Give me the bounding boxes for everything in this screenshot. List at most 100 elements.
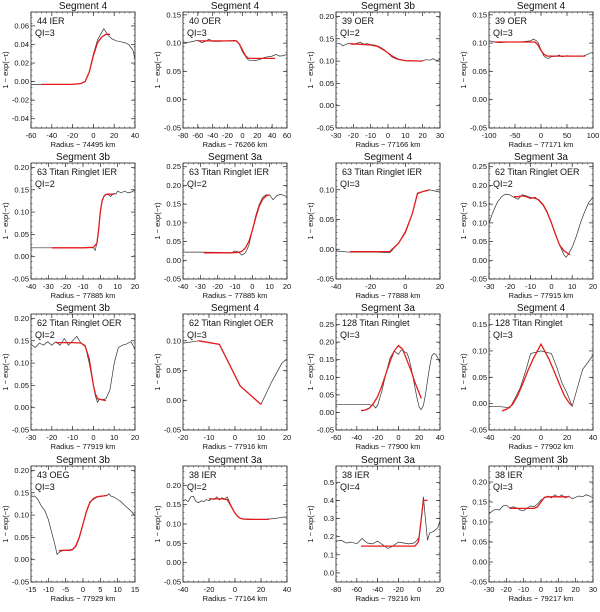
panel-15: Segment 3a -80 -60 -40 -20 0 20 0.0 0.1 0.2 0.3 0.4… [306,455,444,603]
y-tick-label: 0.05 [166,67,181,76]
feature-label: 128 Titan Ringlet [342,318,410,328]
y-tick-label: 0.20 [472,181,487,190]
x-tick-label: -10 [78,282,89,291]
y-axis-label: 1 − exp(−τ) [306,202,315,240]
x-axis-label: Radius − 77164 km [203,594,268,603]
x-tick-label: 100 [587,131,600,140]
y-tick-label: -0.05 [470,275,487,284]
data-line [31,189,135,252]
x-tick-label: -30 [26,433,37,442]
feature-label: 63 Titan Ringlet IER [342,167,423,177]
y-axis-label: 1 − exp(−τ) [1,505,10,543]
x-tick-label: -20 [178,433,189,442]
fit-line [361,499,428,547]
x-tick-label: 0 [403,282,407,291]
x-tick-label: -40 [331,282,342,291]
y-tick-label: 0.15 [166,500,181,509]
fit-line [349,189,430,253]
y-tick-label: 0.00 [472,95,487,104]
x-tick-label: 40 [283,585,291,594]
x-tick-label: 20 [253,131,261,140]
panel-title: Segment 4 [211,1,260,12]
quality-index-label: QI=3 [340,330,360,340]
y-tick-label: 0.05 [472,237,487,246]
x-tick-label: -50 [510,131,521,140]
x-tick-label: 40 [268,131,276,140]
panel-title: Segment 4 [517,1,566,12]
x-tick-label: -100 [481,131,496,140]
x-tick-label: -20 [348,131,359,140]
x-tick-label: -40 [372,585,383,594]
x-tick-label: 0 [91,131,95,140]
quality-index-label: QI=2 [340,28,360,38]
y-tick-label: -0.05 [12,426,29,435]
x-tick-label: -40 [26,282,37,291]
x-tick-label: -10 [204,433,215,442]
x-tick-label: -30 [331,131,342,140]
panel-title: Segment 4 [517,303,566,314]
y-tick-label: 0.20 [166,181,181,190]
fit-line [209,498,269,521]
feature-label: 128 Titan Ringlet [495,318,563,328]
x-tick-label: 30 [436,131,444,140]
x-axis-label: Radius − 77902 km [509,442,574,451]
y-axis-label: 1 − exp(−τ) [1,51,10,89]
fit-line [203,194,270,254]
panel-14: Segment 3a -40 -20 0 20 40 -0.05 0.00 0.05 0.10 0.… [153,455,291,603]
y-tick-label: 0.00 [14,252,29,261]
y-tick-label: 0.10 [472,518,487,527]
y-tick-label: 0.10 [166,336,181,345]
panel-title: Segment 3b [56,303,110,314]
y-tick-label: 0.15 [472,200,487,209]
x-tick-label: 10 [265,282,273,291]
x-tick-label: 40 [436,433,444,442]
feature-label: 63 Titan Ringlet IER [189,167,270,177]
x-tick-label: -10 [67,433,78,442]
data-line [336,189,440,254]
x-tick-label: -15 [26,585,37,594]
y-tick-label: 0.00 [472,558,487,567]
x-tick-label: 0 [250,282,254,291]
panel-1: Segment 4 -60 -40 -20 0 20 40 -0.04 -0.02 0.00 0.0… [1,1,139,149]
feature-label: 40 OER [189,16,222,26]
x-tick-label: -20 [212,282,223,291]
x-tick-label: -30 [484,585,495,594]
y-axis-label: 1 − exp(−τ) [153,505,162,543]
x-tick-label: -10 [525,282,536,291]
x-axis-label: Radius − 76266 km [203,140,268,149]
y-axis-label: 1 − exp(−τ) [1,202,10,240]
x-tick-label: -30 [484,282,495,291]
x-axis-label: Radius − 77929 km [51,594,116,603]
y-tick-label: -0.05 [470,426,487,435]
data-line [336,41,440,62]
y-tick-label: 0.10 [14,359,29,368]
x-tick-label: -20 [504,282,515,291]
y-tick-label: 0.20 [14,466,29,475]
x-axis-label: Radius − 77916 km [203,442,268,451]
x-tick-label: 0 [417,585,421,594]
y-tick-label: 0.00 [14,555,29,564]
x-axis-label: Radius − 77915 km [509,291,574,300]
y-tick-label: 0.5 [324,478,334,487]
y-tick-label: 0.05 [166,539,181,548]
quality-index-label: QI=3 [340,179,360,189]
x-tick-label: -40 [178,282,189,291]
y-tick-label: 0.20 [319,338,334,347]
y-tick-label: 0.00 [166,396,181,405]
x-tick-label: -40 [46,131,57,140]
panel-5: Segment 3b -40 -30 -20 -10 0 10 20 -0.05 0.00 0.05… [1,152,139,300]
y-tick-label: 0.15 [319,355,334,364]
quality-index-label: QI=3 [493,330,513,340]
data-line [183,194,287,256]
x-tick-label: 20 [436,585,444,594]
x-axis-label: Radius − 77885 km [203,291,268,300]
panel-title: Segment 3b [514,455,568,466]
x-tick-label: -40 [351,433,362,442]
y-axis-label: 1 − exp(−τ) [459,202,468,240]
panel-title: Segment 3a [208,455,262,466]
x-tick-label: -60 [192,131,203,140]
y-tick-label: -0.05 [12,275,29,284]
x-tick-label: -20 [365,282,376,291]
quality-index-label: QI=3 [187,28,207,38]
y-tick-label: 0.10 [14,208,29,217]
